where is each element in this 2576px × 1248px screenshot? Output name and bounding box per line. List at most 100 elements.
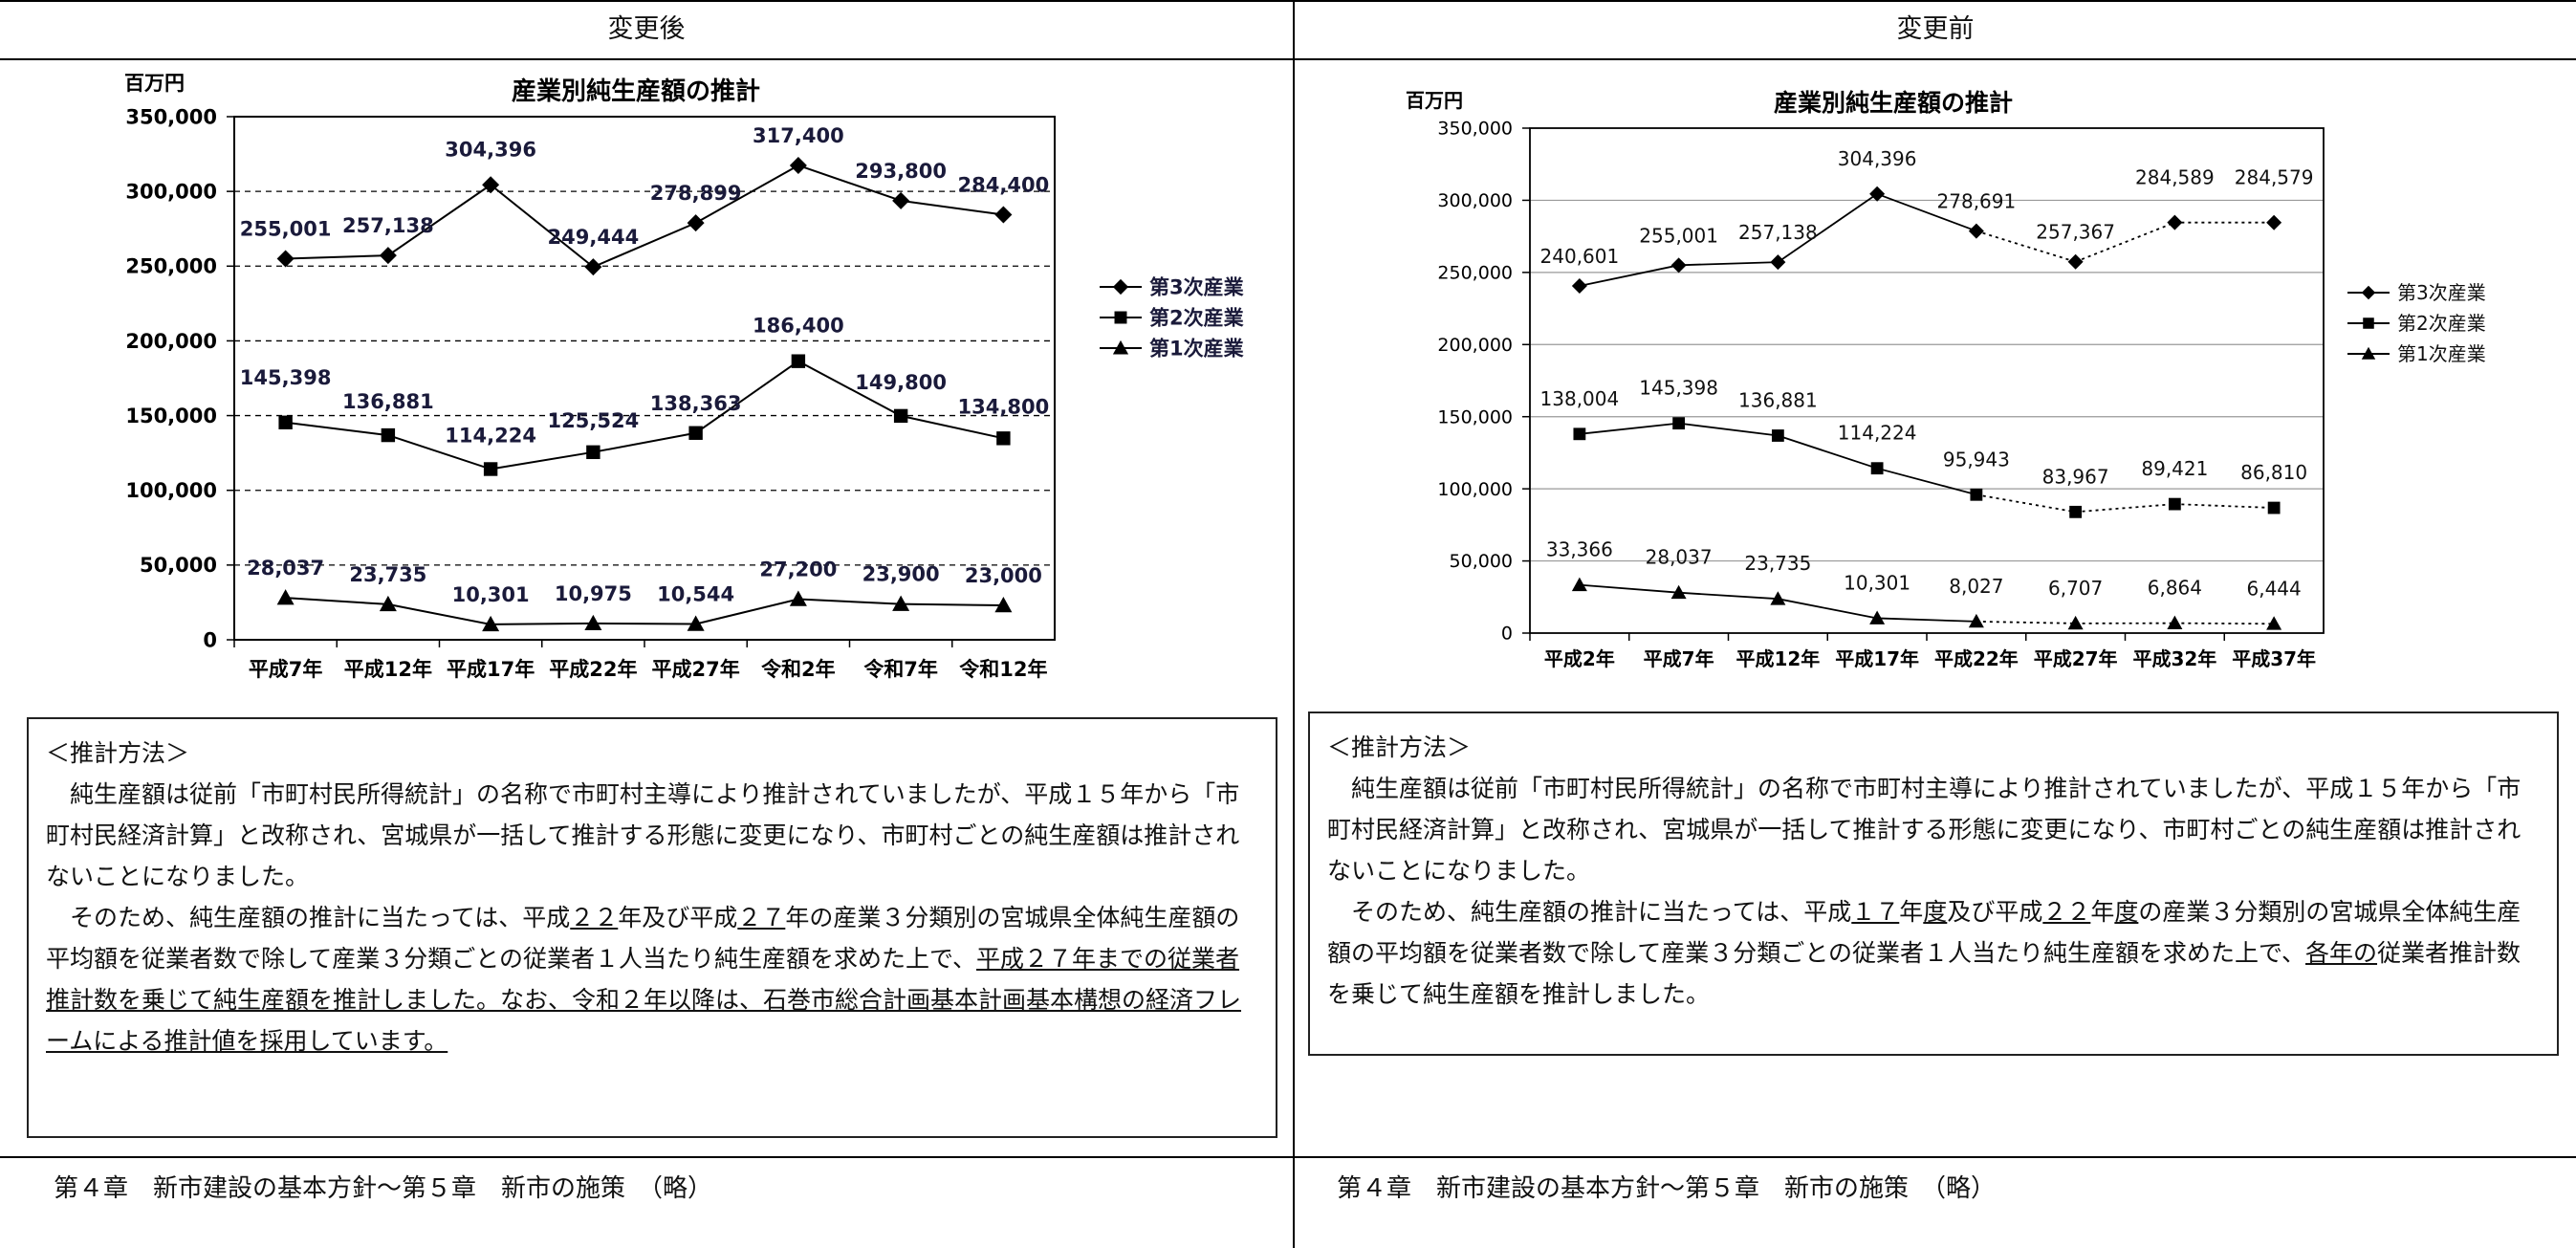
series-3: 28,037 23,735 10,301 10,975 10,544 27,200 23,9… <box>247 557 1042 632</box>
legend-item: 第2次産業 <box>2347 312 2486 335</box>
data-point <box>379 247 397 265</box>
data-label: 145,398 <box>240 366 332 389</box>
data-point <box>2167 615 2183 630</box>
method-paragraph-1: 純生産額は従前「市町村民所得統計」の名称で市町村主導により推計されていましたが、… <box>46 780 1240 890</box>
chart-title: 産業別純生産額の推計 <box>512 77 760 106</box>
x-tick-label: 平成7年 <box>1644 647 1714 670</box>
data-point <box>791 354 806 368</box>
legend-marker <box>1112 339 1129 355</box>
data-label: 83,967 <box>2042 465 2109 488</box>
x-tick-label: 平成37年 <box>2232 647 2316 670</box>
data-label: 255,001 <box>1639 224 1718 247</box>
data-point <box>381 427 396 443</box>
data-label: 136,881 <box>1738 389 1818 412</box>
data-label: 114,224 <box>445 424 536 447</box>
data-point <box>1968 613 1984 628</box>
series-segment <box>387 434 491 471</box>
data-point <box>994 597 1013 613</box>
y-tick-label: 150,000 <box>125 405 217 427</box>
data-label: 10,544 <box>657 583 734 606</box>
content-bottom-border <box>0 1156 2576 1158</box>
series-segment <box>2174 503 2275 509</box>
data-point <box>687 615 705 631</box>
data-point <box>994 206 1013 224</box>
data-label: 23,735 <box>349 563 426 586</box>
series-segment <box>1877 617 1976 623</box>
legend-item: 第3次産業 <box>1100 275 1245 298</box>
y-tick-label: 100,000 <box>1437 479 1513 500</box>
data-label: 23,900 <box>862 563 940 586</box>
data-label: 186,400 <box>753 315 844 338</box>
method-heading: ＜推計方法＞ <box>46 739 190 767</box>
data-label: 240,601 <box>1540 245 1620 268</box>
data-label: 6,707 <box>2048 577 2103 600</box>
y-axis-unit: 百万円 <box>124 72 185 95</box>
data-point <box>2168 497 2181 511</box>
data-label: 317,400 <box>753 124 844 147</box>
legend-item: 第2次産業 <box>1100 306 1245 329</box>
data-label: 134,800 <box>958 395 1050 418</box>
data-point <box>2167 214 2183 230</box>
series-segment <box>593 431 696 453</box>
series-segment <box>695 598 799 625</box>
series-segment <box>387 184 491 256</box>
series-2: 145,398 136,881 114,224 125,524 138,363 186,4… <box>240 315 1049 476</box>
legend-label: 第3次産業 <box>2397 281 2486 304</box>
data-label: 249,444 <box>548 226 640 249</box>
data-label: 138,363 <box>650 392 742 415</box>
series-segment <box>797 360 902 417</box>
data-label: 28,037 <box>247 557 324 580</box>
chart-after: 産業別純生産額の推計 百万円 0 50,000 100,000 150,000 200,00… <box>57 67 1291 698</box>
data-label: 10,301 <box>452 583 530 606</box>
data-point <box>1571 577 1587 592</box>
data-point <box>586 445 600 460</box>
y-tick-label: 200,000 <box>1437 335 1513 356</box>
series-segment <box>1876 192 1977 232</box>
series-segment <box>900 414 1004 440</box>
series-segment <box>901 602 1004 607</box>
y-tick-label: 350,000 <box>1437 119 1513 140</box>
series-segment <box>490 184 595 268</box>
legend-item: 第3次産業 <box>2347 281 2486 304</box>
x-tick-label: 令和7年 <box>863 658 938 681</box>
data-label: 138,004 <box>1540 387 1620 410</box>
data-point <box>2069 505 2083 518</box>
y-tick-label: 0 <box>203 628 217 651</box>
series-2: 138,004 145,398 136,881 114,224 95,943 83,967… <box>1540 377 2307 518</box>
y-tick-label: 100,000 <box>125 479 217 502</box>
series-1: 240,601 255,001 257,138 304,396 278,691 257,3… <box>1540 147 2313 295</box>
data-point <box>1968 223 1984 239</box>
y-tick-label: 50,000 <box>140 554 217 577</box>
series-segment <box>1876 467 1977 496</box>
y-tick-label: 300,000 <box>125 180 217 203</box>
legend-label: 第2次産業 <box>1149 306 1245 329</box>
data-label: 10,975 <box>555 582 632 605</box>
data-point <box>1672 417 1686 430</box>
data-label: 278,691 <box>1937 190 2017 213</box>
data-label: 33,366 <box>1546 538 1613 561</box>
y-tick-label: 250,000 <box>125 255 217 278</box>
data-label: 8,027 <box>1949 575 2003 598</box>
series-segment <box>695 164 799 224</box>
legend-label: 第1次産業 <box>2397 342 2486 365</box>
data-point <box>996 431 1011 446</box>
legend-marker <box>2361 346 2376 360</box>
x-tick-label: 平成32年 <box>2132 647 2216 670</box>
data-point <box>482 615 500 632</box>
series-segment <box>1777 193 1878 263</box>
data-label: 23,735 <box>1744 552 1811 575</box>
data-point <box>276 589 295 605</box>
chart-before: 産業別純生産額の推計 百万円 0 50,000 100,000 150,000 200,00… <box>1348 75 2576 687</box>
data-point <box>1771 429 1784 442</box>
x-tick-label: 平成7年 <box>249 658 323 681</box>
data-label: 27,200 <box>759 558 837 580</box>
data-point <box>2267 501 2281 515</box>
x-tick-label: 令和2年 <box>761 658 836 681</box>
data-label: 257,138 <box>1738 221 1818 244</box>
series-segment <box>2075 221 2175 263</box>
y-tick-label: 50,000 <box>1450 551 1513 572</box>
data-label: 89,421 <box>2141 457 2208 480</box>
y-tick-label: 300,000 <box>1437 190 1513 211</box>
series-segment <box>797 598 902 605</box>
data-point <box>688 426 703 440</box>
